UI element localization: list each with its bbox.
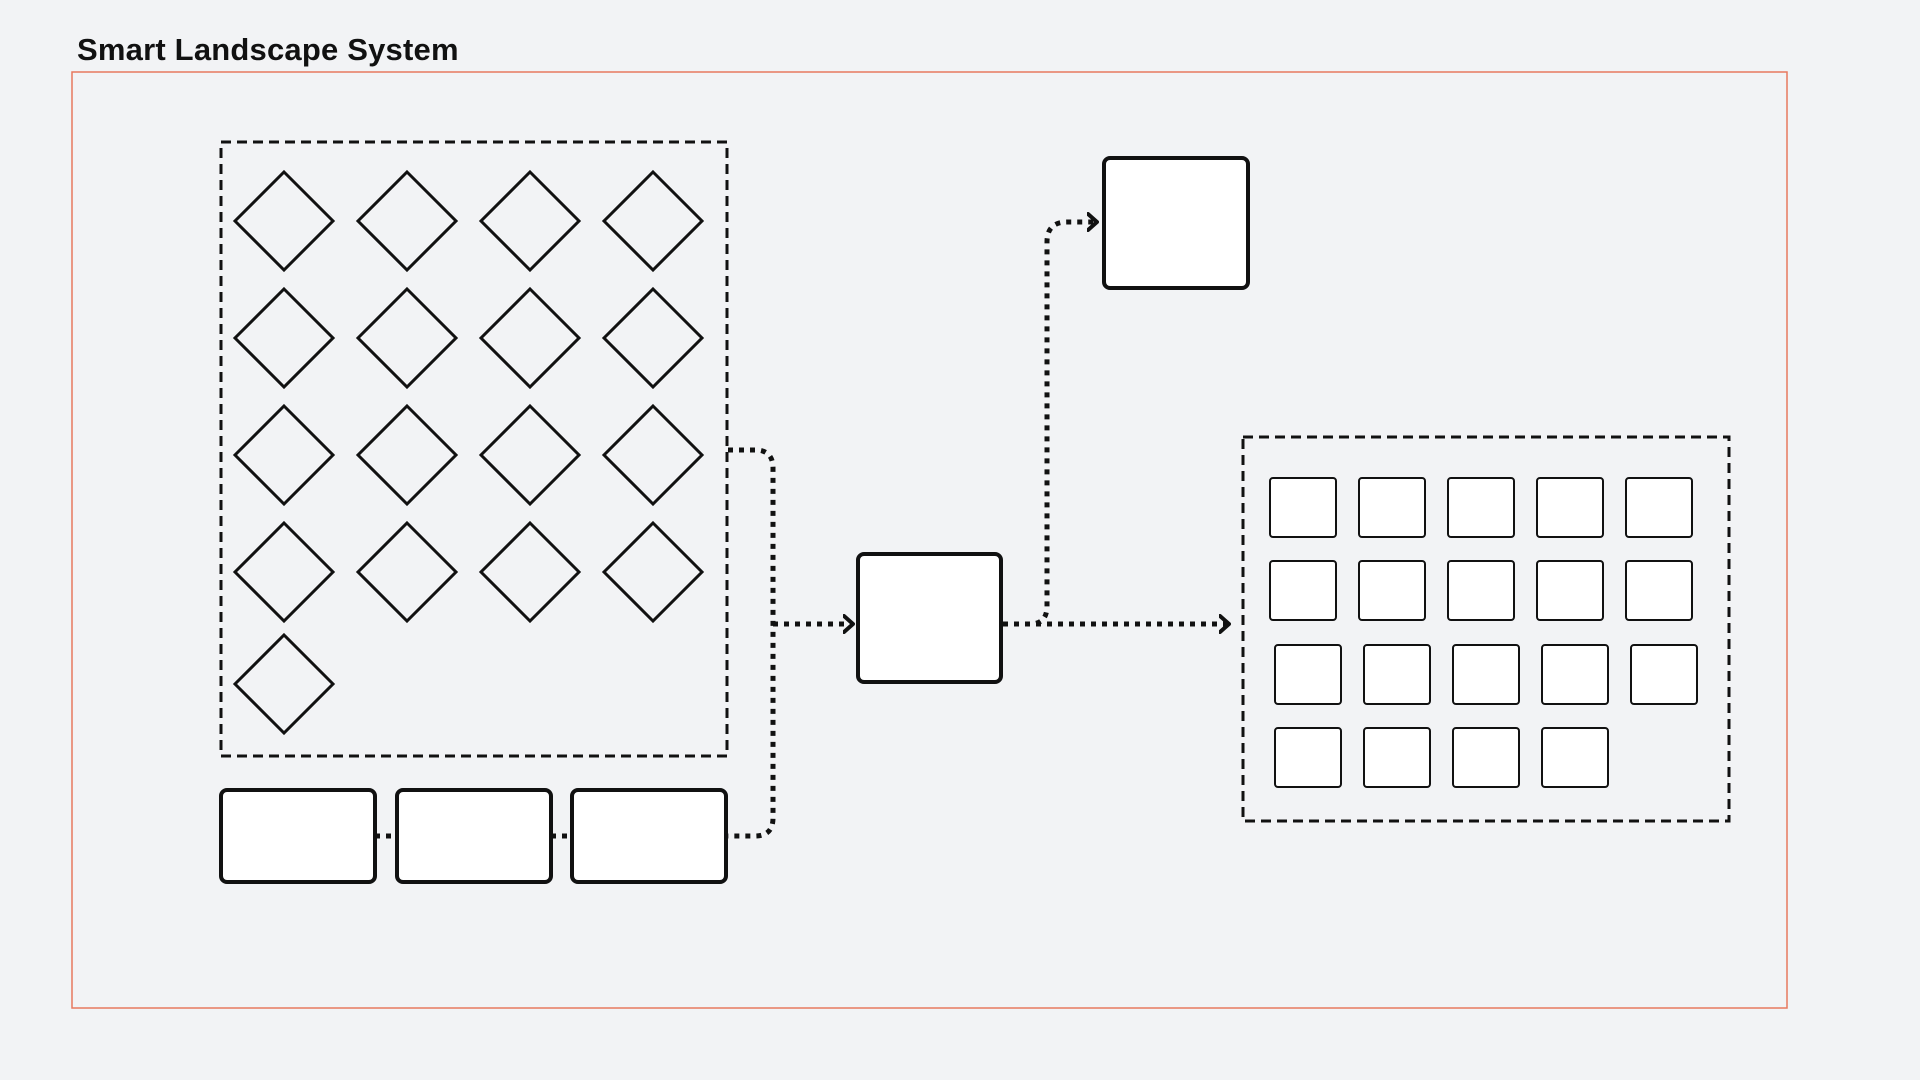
diamond-node[interactable] [232,403,336,507]
bottom-box-2[interactable] [395,788,553,884]
grid-square[interactable] [1625,477,1693,538]
grid-square[interactable] [1358,477,1426,538]
grid-square[interactable] [1363,644,1431,705]
grid-square[interactable] [1274,644,1342,705]
grid-square[interactable] [1625,560,1693,621]
diamond-node[interactable] [601,169,705,273]
square-grid [1269,477,1698,788]
bottom-box-3[interactable] [570,788,728,884]
top-node[interactable] [1102,156,1250,290]
diagram-frame [71,71,1788,1009]
diamond-node[interactable] [601,403,705,507]
grid-square[interactable] [1447,560,1515,621]
square-grid-container[interactable] [1241,435,1731,823]
diamond-node[interactable] [478,169,582,273]
diamond-node[interactable] [355,286,459,390]
diamond-node[interactable] [232,169,336,273]
diamond-node[interactable] [355,169,459,273]
grid-square[interactable] [1447,477,1515,538]
center-node[interactable] [856,552,1003,684]
diamond-node[interactable] [232,520,336,624]
page-title: Smart Landscape System [77,32,459,67]
grid-square[interactable] [1541,727,1609,788]
diamond-group-container[interactable] [219,140,729,758]
diamond-node[interactable] [601,520,705,624]
diamond-node[interactable] [355,520,459,624]
grid-square[interactable] [1630,644,1698,705]
grid-square[interactable] [1541,644,1609,705]
bottom-box-1[interactable] [219,788,377,884]
arrow-center-to-top-node [1003,222,1097,627]
grid-square[interactable] [1452,644,1520,705]
grid-square[interactable] [1358,560,1426,621]
grid-square[interactable] [1536,560,1604,621]
diamond-group [232,169,705,736]
grid-square[interactable] [1269,477,1337,538]
diamond-node[interactable] [478,520,582,624]
connector-group-to-center [728,447,776,839]
diamond-node[interactable] [478,403,582,507]
diamond-node[interactable] [355,403,459,507]
diamond-node[interactable] [232,286,336,390]
diamond-node[interactable] [601,286,705,390]
grid-square[interactable] [1452,727,1520,788]
grid-square[interactable] [1274,727,1342,788]
grid-square[interactable] [1269,560,1337,621]
diamond-node[interactable] [232,632,336,736]
grid-square[interactable] [1363,727,1431,788]
diamond-node[interactable] [478,286,582,390]
grid-square[interactable] [1536,477,1604,538]
bottom-box-row [219,788,728,884]
